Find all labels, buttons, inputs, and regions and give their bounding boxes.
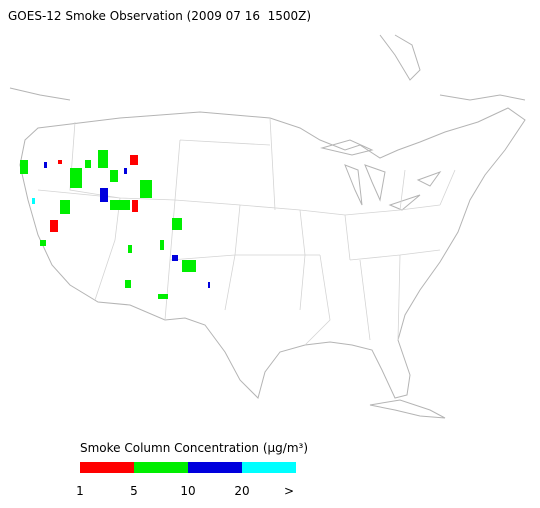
smoke-pixel — [70, 168, 82, 188]
smoke-pixel — [158, 294, 168, 299]
legend-swatch — [134, 462, 188, 473]
canada-outline — [9, 34, 526, 101]
smoke-pixel — [128, 245, 132, 253]
smoke-pixel — [140, 180, 152, 198]
smoke-pixel — [98, 150, 108, 168]
legend-label: 20 — [234, 484, 249, 498]
smoke-pixel — [208, 282, 210, 288]
us-outline — [19, 107, 526, 399]
legend-label: 5 — [130, 484, 138, 498]
smoke-pixel — [160, 240, 164, 250]
smoke-pixel — [40, 240, 46, 246]
smoke-pixel — [32, 198, 35, 204]
legend-swatch — [188, 462, 242, 473]
legend-swatch — [80, 462, 134, 473]
smoke-pixel — [110, 170, 118, 182]
smoke-pixel — [182, 260, 196, 272]
smoke-pixel — [85, 160, 91, 168]
map-title: GOES-12 Smoke Observation (2009 07 16 15… — [8, 9, 311, 23]
legend-labels: 1 5 10 20 > — [76, 484, 294, 498]
cuba — [369, 399, 446, 419]
smoke-pixel — [130, 155, 138, 165]
smoke-pixel — [132, 200, 138, 212]
legend-bar — [80, 462, 296, 473]
smoke-pixel — [124, 168, 127, 174]
legend-label: 1 — [76, 484, 84, 498]
smoke-pixel — [172, 218, 182, 230]
legend-title: Smoke Column Concentration (µg/m³) — [80, 441, 308, 455]
legend-label: > — [284, 484, 294, 498]
smoke-pixel — [60, 200, 70, 214]
legend-label: 10 — [180, 484, 195, 498]
smoke-pixels — [20, 150, 210, 299]
legend-swatch — [242, 462, 296, 473]
smoke-pixel — [172, 255, 178, 261]
smoke-pixel — [58, 160, 62, 164]
smoke-pixel — [50, 220, 58, 232]
great-lakes — [320, 139, 442, 211]
smoke-pixel — [100, 188, 108, 202]
smoke-pixel — [20, 160, 28, 174]
smoke-pixel — [44, 162, 47, 168]
basemap — [9, 34, 526, 419]
smoke-pixel — [110, 200, 130, 210]
smoke-pixel — [125, 280, 131, 288]
